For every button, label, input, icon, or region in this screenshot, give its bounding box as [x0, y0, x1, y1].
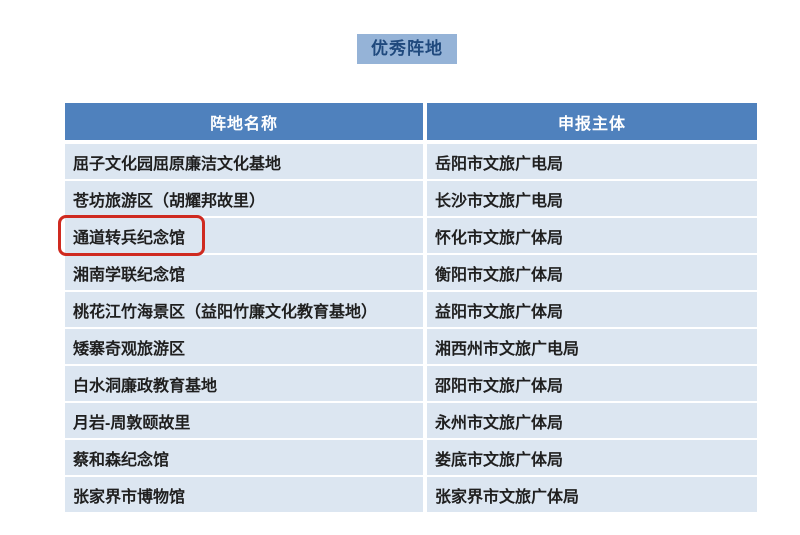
cell-position-name: 桃花江竹海景区（益阳竹廉文化教育基地） — [65, 292, 423, 327]
cell-declaring-entity: 衡阳市文旅广体局 — [427, 255, 757, 290]
cell-declaring-entity: 湘西州市文旅广电局 — [427, 329, 757, 364]
cell-declaring-entity: 娄底市文旅广体局 — [427, 440, 757, 475]
table-body: 屈子文化园屈原廉洁文化基地 岳阳市文旅广电局 苍坊旅游区（胡耀邦故里） 长沙市文… — [65, 144, 757, 512]
section-title-badge: 优秀阵地 — [357, 34, 457, 64]
cell-declaring-entity: 岳阳市文旅广电局 — [427, 144, 757, 179]
table-row: 湘南学联纪念馆 衡阳市文旅广体局 — [65, 255, 757, 290]
column-header-declaring-entity: 申报主体 — [427, 103, 757, 140]
cell-position-name: 白水洞廉政教育基地 — [65, 366, 423, 401]
table-row: 苍坊旅游区（胡耀邦故里） 长沙市文旅广电局 — [65, 181, 757, 216]
cell-position-name: 通道转兵纪念馆 — [65, 218, 423, 253]
cell-position-name: 屈子文化园屈原廉洁文化基地 — [65, 144, 423, 179]
cell-declaring-entity: 张家界市文旅广体局 — [427, 477, 757, 512]
column-header-position-name: 阵地名称 — [65, 103, 423, 140]
table-row: 张家界市博物馆 张家界市文旅广体局 — [65, 477, 757, 512]
cell-declaring-entity: 邵阳市文旅广体局 — [427, 366, 757, 401]
cell-position-name: 矮寨奇观旅游区 — [65, 329, 423, 364]
awards-table: 阵地名称 申报主体 屈子文化园屈原廉洁文化基地 岳阳市文旅广电局 苍坊旅游区（胡… — [65, 103, 757, 514]
table-row: 蔡和森纪念馆 娄底市文旅广体局 — [65, 440, 757, 475]
cell-position-name: 蔡和森纪念馆 — [65, 440, 423, 475]
table-header-row: 阵地名称 申报主体 — [65, 103, 757, 140]
table-row: 桃花江竹海景区（益阳竹廉文化教育基地） 益阳市文旅广体局 — [65, 292, 757, 327]
table-row: 白水洞廉政教育基地 邵阳市文旅广体局 — [65, 366, 757, 401]
cell-declaring-entity: 永州市文旅广体局 — [427, 403, 757, 438]
cell-position-name: 苍坊旅游区（胡耀邦故里） — [65, 181, 423, 216]
table-row: 屈子文化园屈原廉洁文化基地 岳阳市文旅广电局 — [65, 144, 757, 179]
cell-position-name: 湘南学联纪念馆 — [65, 255, 423, 290]
cell-declaring-entity: 怀化市文旅广体局 — [427, 218, 757, 253]
table-row: 通道转兵纪念馆 怀化市文旅广体局 — [65, 218, 757, 253]
cell-position-name: 张家界市博物馆 — [65, 477, 423, 512]
table-row: 月岩-周敦颐故里 永州市文旅广体局 — [65, 403, 757, 438]
cell-position-name: 月岩-周敦颐故里 — [65, 403, 423, 438]
cell-declaring-entity: 长沙市文旅广电局 — [427, 181, 757, 216]
table-row: 矮寨奇观旅游区 湘西州市文旅广电局 — [65, 329, 757, 364]
cell-declaring-entity: 益阳市文旅广体局 — [427, 292, 757, 327]
